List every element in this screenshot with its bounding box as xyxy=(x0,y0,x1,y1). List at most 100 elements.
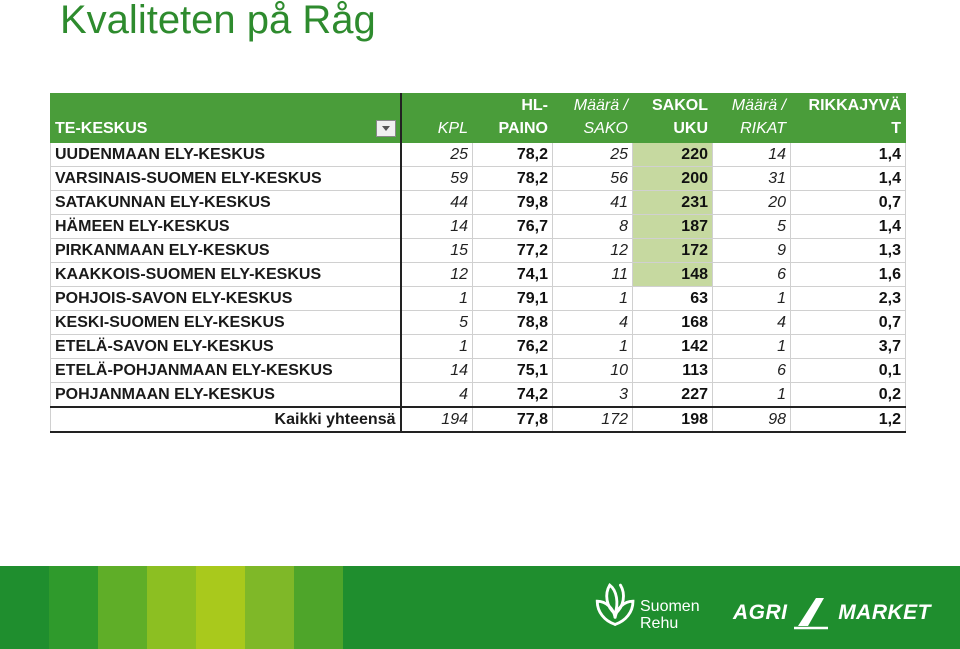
cell-kpl: 59 xyxy=(400,166,473,191)
table-total-row: Kaikki yhteensä 194 77,8 172 198 98 1,2 xyxy=(50,406,906,433)
cell-kpl: 44 xyxy=(400,190,473,215)
table-header: TE-KESKUS KPL HL- PAINO Määrä / SAKO SAK… xyxy=(50,93,906,143)
cell-sakoluku: 227 xyxy=(632,382,713,408)
cell-rikat: 14 xyxy=(712,142,791,167)
footer-stripe xyxy=(49,566,98,649)
cell-rikat: 20 xyxy=(712,190,791,215)
cell-hl: 77,2 xyxy=(472,238,553,263)
cell-sako: 41 xyxy=(552,190,633,215)
cell-sako: 172 xyxy=(552,406,633,433)
cell-sako: 1 xyxy=(552,286,633,311)
cell-hl: 74,2 xyxy=(472,382,553,408)
table-row: PIRKANMAAN ELY-KESKUS 15 77,2 12 172 9 1,3 xyxy=(50,238,906,263)
cell-sako: 56 xyxy=(552,166,633,191)
table-row: KESKI-SUOMEN ELY-KESKUS 5 78,8 4 168 4 0,7 xyxy=(50,310,906,335)
cell-name: KAAKKOIS-SUOMEN ELY-KESKUS xyxy=(50,262,402,287)
cell-name: UUDENMAAN ELY-KESKUS xyxy=(50,142,402,167)
header-label: TE-KESKUS xyxy=(55,120,148,137)
table-body: UUDENMAAN ELY-KESKUS 25 78,2 25 220 14 1,4 VARS… xyxy=(50,142,906,433)
cell-sako: 25 xyxy=(552,142,633,167)
filter-dropdown-icon[interactable] xyxy=(375,120,396,137)
cell-sako: 1 xyxy=(552,334,633,359)
cell-rikkajyvat: 0,1 xyxy=(790,358,906,383)
cell-name: Kaikki yhteensä xyxy=(50,406,402,433)
cell-sakoluku: 142 xyxy=(632,334,713,359)
table-row: ETELÄ-SAVON ELY-KESKUS 1 76,2 1 142 1 3,7 xyxy=(50,334,906,359)
footer-stripe xyxy=(147,566,196,649)
cell-kpl: 15 xyxy=(400,238,473,263)
cell-rikat: 6 xyxy=(712,358,791,383)
cell-kpl: 25 xyxy=(400,142,473,167)
header-kpl: KPL xyxy=(400,93,473,143)
cell-name: POHJANMAAN ELY-KESKUS xyxy=(50,382,402,408)
cell-name: POHJOIS-SAVON ELY-KESKUS xyxy=(50,286,402,311)
header-maara-sako: Määrä / SAKO xyxy=(552,93,633,143)
cell-rikkajyvat: 0,7 xyxy=(790,190,906,215)
cell-name: HÄMEEN ELY-KESKUS xyxy=(50,214,402,239)
agrimarket-mark-icon xyxy=(793,598,828,630)
footer-stripe xyxy=(98,566,147,649)
quality-table: TE-KESKUS KPL HL- PAINO Määrä / SAKO SAK… xyxy=(50,93,906,433)
table-row: SATAKUNNAN ELY-KESKUS 44 79,8 41 231 20 0,7 xyxy=(50,190,906,215)
cell-rikkajyvat: 1,2 xyxy=(790,406,906,433)
cell-rikat: 98 xyxy=(712,406,791,433)
header-maara-rikat: Määrä / RIKAT xyxy=(712,93,791,143)
cell-kpl: 1 xyxy=(400,334,473,359)
table-row: KAAKKOIS-SUOMEN ELY-KESKUS 12 74,1 11 148 6 1,… xyxy=(50,262,906,287)
cell-rikkajyvat: 1,4 xyxy=(790,214,906,239)
table-row: UUDENMAAN ELY-KESKUS 25 78,2 25 220 14 1,4 xyxy=(50,142,906,167)
agrimarket-logo: AGRI MARKET xyxy=(733,596,931,630)
cell-hl: 74,1 xyxy=(472,262,553,287)
cell-rikat: 5 xyxy=(712,214,791,239)
cell-name: PIRKANMAAN ELY-KESKUS xyxy=(50,238,402,263)
cell-sakoluku: 148 xyxy=(632,262,713,287)
cell-kpl: 1 xyxy=(400,286,473,311)
table-row: HÄMEEN ELY-KESKUS 14 76,7 8 187 5 1,4 xyxy=(50,214,906,239)
cell-rikat: 9 xyxy=(712,238,791,263)
cell-name: SATAKUNNAN ELY-KESKUS xyxy=(50,190,402,215)
footer-stripe xyxy=(294,566,343,649)
cell-kpl: 14 xyxy=(400,358,473,383)
suomen-rehu-logo-text: Suomen Rehu xyxy=(640,598,700,632)
cell-kpl: 14 xyxy=(400,214,473,239)
cell-sako: 4 xyxy=(552,310,633,335)
cell-rikat: 6 xyxy=(712,262,791,287)
cell-name: ETELÄ-SAVON ELY-KESKUS xyxy=(50,334,402,359)
cell-kpl: 5 xyxy=(400,310,473,335)
suomen-rehu-leaf-icon xyxy=(595,583,635,626)
cell-rikkajyvat: 3,7 xyxy=(790,334,906,359)
cell-sako: 12 xyxy=(552,238,633,263)
cell-sako: 8 xyxy=(552,214,633,239)
cell-name: KESKI-SUOMEN ELY-KESKUS xyxy=(50,310,402,335)
cell-hl: 79,1 xyxy=(472,286,553,311)
footer-bar xyxy=(0,566,960,649)
header-rikkajyvat: RIKKAJYVÄ T xyxy=(790,93,906,143)
cell-sakoluku: 63 xyxy=(632,286,713,311)
cell-rikkajyvat: 0,7 xyxy=(790,310,906,335)
cell-sako: 11 xyxy=(552,262,633,287)
cell-sakoluku: 198 xyxy=(632,406,713,433)
cell-hl: 79,8 xyxy=(472,190,553,215)
cell-rikat: 1 xyxy=(712,286,791,311)
cell-hl: 76,2 xyxy=(472,334,553,359)
cell-kpl: 4 xyxy=(400,382,473,408)
cell-hl: 78,2 xyxy=(472,142,553,167)
cell-rikkajyvat: 1,3 xyxy=(790,238,906,263)
cell-sako: 3 xyxy=(552,382,633,408)
cell-kpl: 194 xyxy=(400,406,473,433)
cell-name: VARSINAIS-SUOMEN ELY-KESKUS xyxy=(50,166,402,191)
cell-sakoluku: 231 xyxy=(632,190,713,215)
header-sakoluku: SAKOL UKU xyxy=(632,93,713,143)
cell-rikat: 1 xyxy=(712,334,791,359)
cell-name: ETELÄ-POHJANMAAN ELY-KESKUS xyxy=(50,358,402,383)
footer-stripe xyxy=(245,566,294,649)
cell-rikat: 31 xyxy=(712,166,791,191)
footer-stripe xyxy=(196,566,245,649)
header-te-keskus: TE-KESKUS xyxy=(50,93,402,143)
table-row: VARSINAIS-SUOMEN ELY-KESKUS 59 78,2 56 200 31… xyxy=(50,166,906,191)
cell-sakoluku: 220 xyxy=(632,142,713,167)
cell-hl: 77,8 xyxy=(472,406,553,433)
cell-kpl: 12 xyxy=(400,262,473,287)
cell-rikkajyvat: 1,4 xyxy=(790,142,906,167)
cell-sakoluku: 113 xyxy=(632,358,713,383)
